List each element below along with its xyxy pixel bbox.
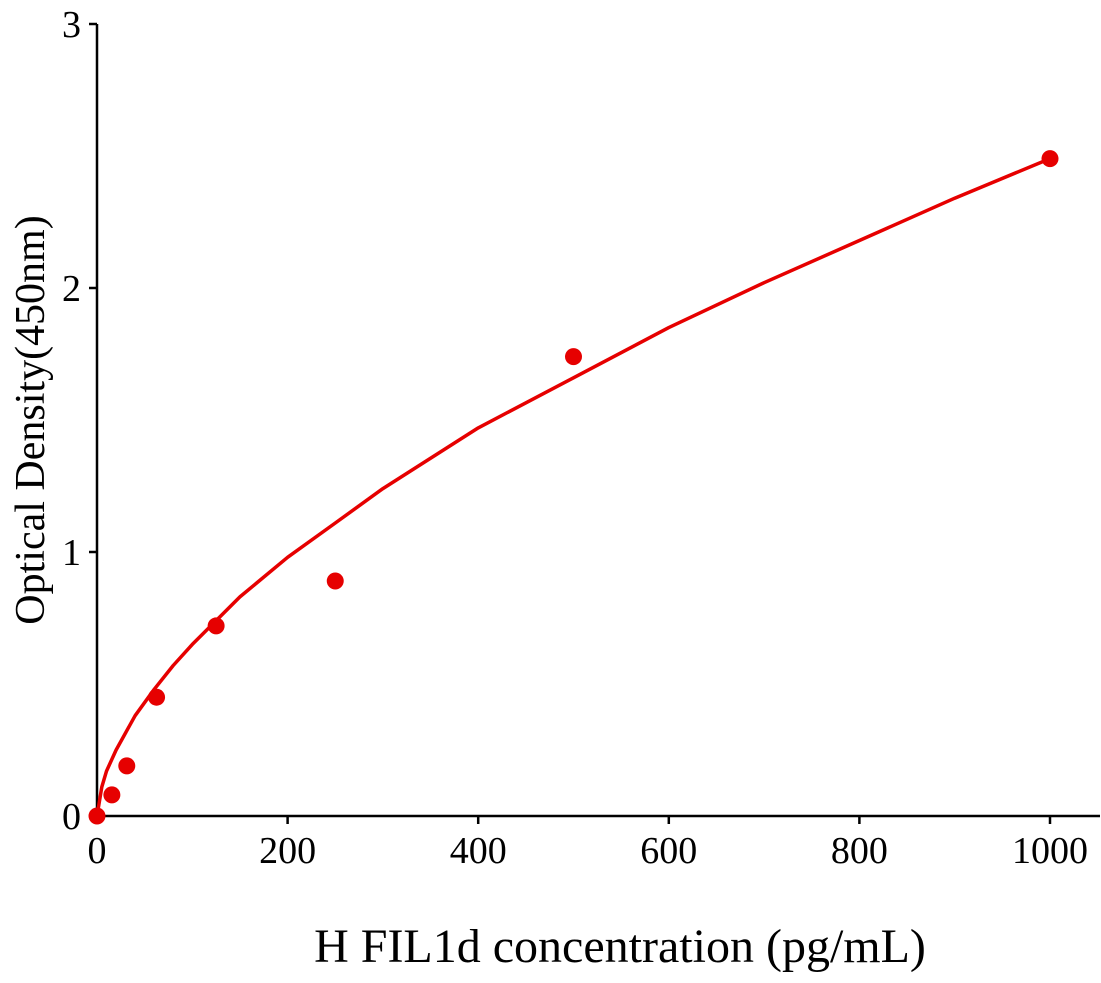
data-point (207, 617, 225, 635)
data-point (103, 786, 121, 804)
y-tick-label: 1 (62, 532, 81, 574)
x-tick-label: 600 (640, 830, 697, 872)
marks (88, 150, 1059, 825)
axes: 0 200 400 600 800 1000 0 1 2 3 (62, 4, 1100, 872)
x-tick-label: 1000 (1012, 830, 1088, 872)
y-tick-label: 3 (62, 4, 81, 46)
x-tick-label: 800 (831, 830, 888, 872)
data-point (565, 348, 582, 366)
y-axis-label: Optical Density(450nm) (8, 215, 54, 624)
data-point (88, 807, 106, 825)
x-tick-label: 200 (259, 830, 316, 872)
x-tick-label: 0 (88, 830, 107, 872)
x-tick-label: 400 (450, 830, 507, 872)
fit-curve (95, 156, 1051, 817)
x-axis-label: H FIL1d concentration (pg/mL) (314, 920, 926, 973)
y-tick-label: 2 (62, 268, 81, 310)
data-point (326, 572, 344, 590)
data-point (1041, 150, 1059, 168)
data-point (118, 757, 136, 775)
y-tick-label: 0 (62, 796, 81, 838)
data-point (148, 688, 166, 706)
